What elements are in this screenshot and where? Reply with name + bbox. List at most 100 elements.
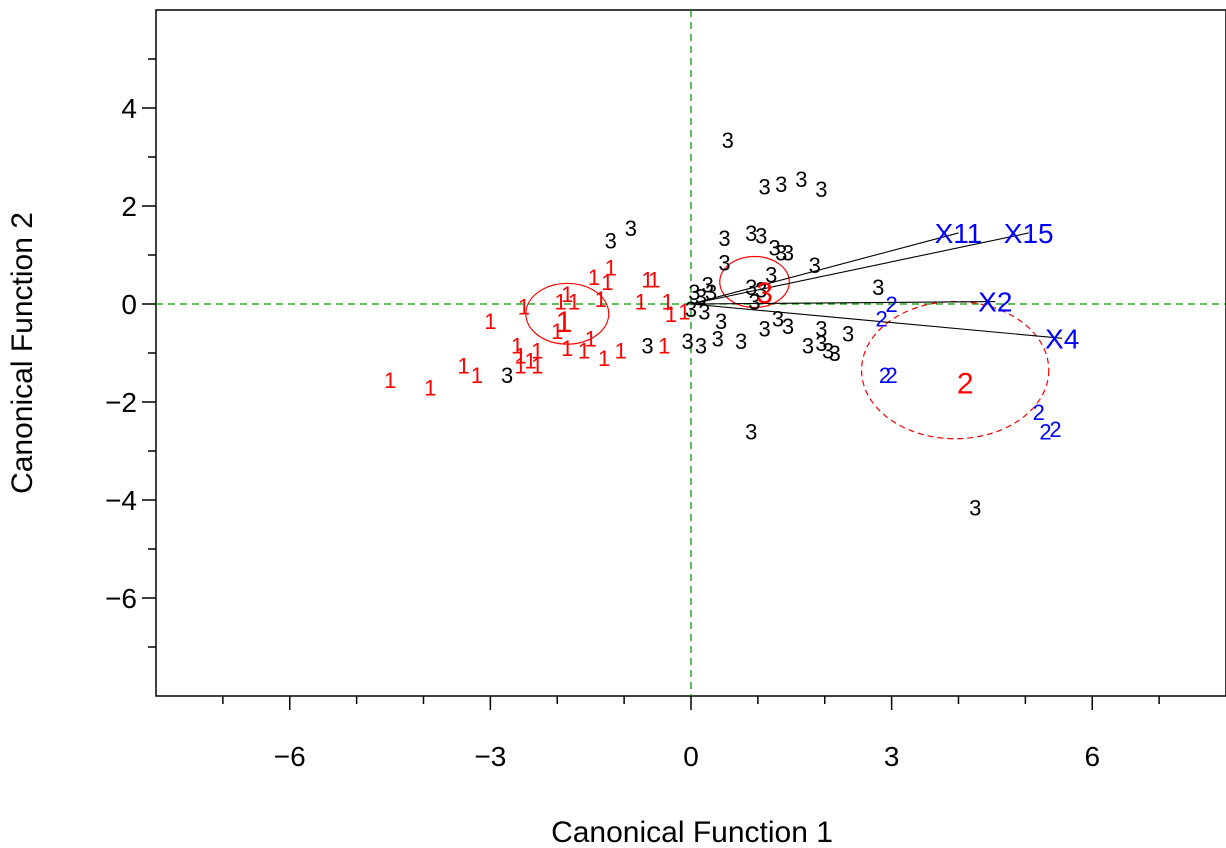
point-group-1: 1 (568, 290, 580, 315)
vector-line-x11 (690, 232, 959, 305)
point-group-3: 3 (782, 241, 794, 266)
x-tick-label: 3 (884, 741, 900, 772)
point-group-3: 3 (809, 253, 821, 278)
point-group-3: 3 (605, 228, 617, 253)
point-group-3: 3 (755, 223, 767, 248)
point-group-1: 1 (588, 265, 600, 290)
point-group-1: 1 (601, 270, 613, 295)
vector-label-x11: X11 (935, 218, 983, 249)
point-group-3: 3 (745, 419, 757, 444)
point-group-1: 1 (598, 346, 610, 371)
x-tick-label: 6 (1084, 741, 1100, 772)
point-group-2: 2 (879, 363, 891, 388)
point-group-3: 3 (685, 297, 697, 322)
point-group-2: 2 (875, 307, 887, 332)
vector-label-x15: X15 (1004, 218, 1054, 249)
point-group-3: 3 (815, 177, 827, 202)
point-group-3: 3 (822, 339, 834, 364)
vector-label-x4: X4 (1045, 323, 1079, 354)
point-group-3: 3 (758, 317, 770, 342)
x-tick-label: −3 (474, 741, 506, 772)
y-tick-label: 2 (121, 191, 137, 222)
x-tick-label: 0 (683, 741, 699, 772)
ellipse-group-3 (719, 255, 790, 309)
point-group-2: 2 (886, 363, 898, 388)
y-axis: −6 −4 −2 0 2 4 (105, 58, 156, 648)
centroid-group-2: 2 (957, 367, 974, 400)
point-group-1: 1 (384, 368, 396, 393)
vector-label-x2: X2 (978, 287, 1012, 318)
x-axis: −6 −3 0 3 6 (222, 696, 1160, 772)
y-tick-label: −2 (105, 387, 137, 418)
y-tick-label: 0 (121, 289, 137, 320)
group-centroids: 1 2 3 (556, 277, 974, 401)
ellipse-group-1 (525, 282, 610, 345)
y-tick-label: −6 (105, 583, 137, 614)
point-group-1: 1 (424, 375, 436, 400)
point-group-3: 3 (815, 317, 827, 342)
point-group-1: 1 (605, 255, 617, 280)
vector-line-x15 (690, 232, 1029, 305)
point-group-1: 1 (585, 326, 597, 351)
point-group-3: 3 (829, 341, 841, 366)
point-group-3: 3 (748, 290, 760, 315)
point-group-1: 1 (531, 353, 543, 378)
point-group-3: 3 (641, 334, 653, 359)
point-group-3: 3 (715, 309, 727, 334)
point-group-3: 3 (969, 495, 981, 520)
point-group-3: 3 (735, 329, 747, 354)
point-group-1: 1 (554, 290, 566, 315)
point-group-1: 1 (658, 334, 670, 359)
point-group-3: 3 (802, 334, 814, 359)
point-group-1: 1 (518, 294, 530, 319)
variable-vectors: X11 X15 X2 X4 (690, 218, 1079, 354)
point-group-3: 3 (745, 221, 757, 246)
point-group-2: 2 (886, 292, 898, 317)
point-group-3: 3 (765, 263, 777, 288)
point-group-3: 3 (768, 236, 780, 261)
point-group-1: 1 (641, 268, 653, 293)
point-group-1: 1 (661, 290, 673, 315)
point-group-1: 1 (514, 343, 526, 368)
point-group-1: 1 (514, 353, 526, 378)
point-group-1: 1 (511, 334, 523, 359)
point-group-3: 3 (695, 285, 707, 310)
point-group-1: 1 (561, 282, 573, 307)
point-group-1: 1 (615, 339, 627, 364)
point-group-3: 3 (782, 314, 794, 339)
point-group-3: 3 (705, 280, 717, 305)
point-group-3: 3 (722, 128, 734, 153)
point-group-2: 2 (1049, 417, 1061, 442)
point-group-3: 3 (718, 250, 730, 275)
point-group-3: 3 (815, 331, 827, 356)
point-group-1: 1 (578, 339, 590, 364)
point-group-1: 1 (635, 290, 647, 315)
point-group-3: 3 (501, 363, 513, 388)
point-group-3: 3 (695, 334, 707, 359)
point-group-1: 1 (665, 302, 677, 327)
point-group-2: 2 (1039, 419, 1051, 444)
point-group-1: 1 (595, 287, 607, 312)
point-group-1: 1 (531, 339, 543, 364)
point-group-1: 1 (551, 319, 563, 344)
point-group-1: 1 (648, 268, 660, 293)
point-group-3: 3 (772, 307, 784, 332)
vector-line-x2 (690, 301, 996, 305)
centroid-group-1: 1 (556, 306, 573, 339)
point-group-1: 1 (561, 336, 573, 361)
point-group-3: 3 (775, 172, 787, 197)
x-tick-label: −6 (274, 741, 306, 772)
point-group-3: 3 (688, 280, 700, 305)
y-tick-label: 4 (121, 93, 137, 124)
y-axis-title: Canonical Function 2 (6, 212, 39, 494)
x-axis-title: Canonical Function 1 (551, 816, 833, 848)
point-group-1: 1 (484, 309, 496, 334)
point-group-3: 3 (745, 275, 757, 300)
point-group-2: 2 (1033, 400, 1045, 425)
centroid-group-3: 3 (756, 277, 773, 310)
point-group-3: 3 (775, 241, 787, 266)
point-group-3: 3 (795, 167, 807, 192)
point-group-3: 3 (698, 299, 710, 324)
